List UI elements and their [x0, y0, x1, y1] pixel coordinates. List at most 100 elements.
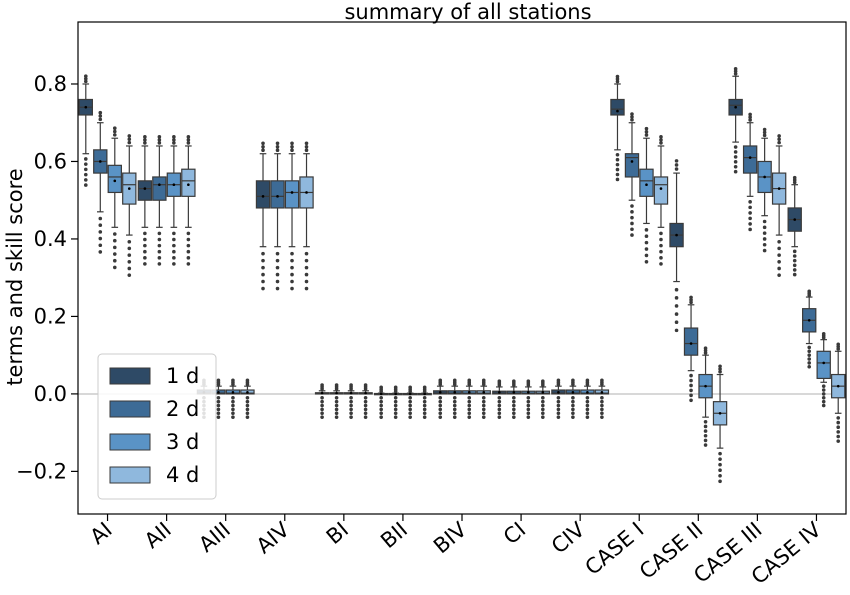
outlier-point — [481, 395, 486, 400]
outlier-point — [334, 415, 339, 419]
outlier-point — [408, 415, 412, 419]
legend-swatch — [109, 466, 151, 484]
outlier-point — [630, 221, 634, 226]
box-mean — [143, 187, 147, 190]
outlier-point — [112, 129, 117, 134]
box-2d-11 — [742, 112, 758, 232]
outlier-point — [216, 378, 221, 383]
outlier-point — [157, 231, 162, 236]
y-tick-label: 0.8 — [34, 72, 67, 96]
outlier-point — [512, 399, 516, 404]
box-4d-2 — [240, 378, 255, 419]
y-tick-label: 0.0 — [34, 382, 67, 406]
outlier-point — [467, 399, 472, 404]
outlier-point — [718, 457, 722, 461]
box-4d-7 — [535, 379, 551, 419]
box-2d-7 — [506, 379, 522, 419]
box-4d-11 — [771, 134, 787, 277]
outlier-point — [659, 138, 663, 142]
outlier-point — [157, 141, 162, 145]
outlier-point — [349, 415, 353, 419]
outlier-point — [438, 403, 443, 408]
outlier-point — [600, 411, 604, 416]
outlier-point — [157, 262, 162, 266]
outlier-point — [674, 163, 679, 167]
outlier-point — [821, 399, 826, 404]
outlier-point — [807, 289, 812, 294]
outlier-point — [674, 167, 679, 171]
outlier-point — [363, 411, 368, 416]
outlier-point — [290, 258, 294, 263]
outlier-point — [172, 249, 176, 254]
outlier-point — [541, 395, 545, 400]
outlier-point — [127, 246, 132, 251]
box-mean — [320, 391, 324, 395]
outlier-point — [245, 395, 250, 400]
outlier-point — [762, 248, 767, 253]
box-mean — [571, 391, 575, 394]
box-2d-12 — [802, 289, 817, 369]
outlier-point — [512, 415, 516, 419]
outlier-point — [379, 385, 383, 390]
x-tick-label: BII — [376, 517, 412, 553]
box-mean — [541, 391, 545, 394]
outlier-point — [290, 272, 294, 277]
outlier-point — [216, 395, 221, 400]
outlier-point — [644, 253, 649, 258]
outlier-point — [261, 141, 265, 146]
outlier-point — [172, 138, 176, 142]
box-mean — [84, 105, 88, 109]
outlier-point — [556, 378, 561, 383]
box-iqr — [270, 180, 285, 209]
outlier-point — [585, 399, 590, 404]
outlier-point — [821, 384, 826, 388]
outlier-point — [363, 395, 368, 400]
outlier-point — [83, 162, 88, 166]
outlier-point — [98, 114, 103, 118]
outlier-point — [452, 395, 457, 400]
outlier-point — [467, 415, 472, 419]
outlier-point — [127, 134, 132, 138]
boxplot-boxes — [78, 67, 846, 484]
outlier-point — [379, 411, 383, 416]
outlier-point — [245, 399, 250, 404]
legend-swatch — [109, 400, 151, 418]
outlier-point — [748, 112, 752, 117]
outlier-point — [807, 357, 812, 361]
outlier-point — [245, 378, 250, 383]
outlier-point — [718, 367, 722, 371]
outlier-point — [659, 249, 663, 254]
outlier-point — [363, 407, 368, 412]
outlier-point — [320, 415, 324, 419]
outlier-point — [615, 177, 620, 182]
outlier-point — [571, 411, 575, 416]
outlier-point — [452, 407, 457, 412]
outlier-point — [112, 232, 117, 236]
outlier-point — [526, 403, 531, 408]
box-mean — [408, 392, 412, 396]
box-1d-3 — [255, 141, 271, 291]
box-3d-9 — [639, 126, 654, 264]
outlier-point — [422, 411, 427, 416]
outlier-point — [186, 141, 191, 145]
outlier-point — [422, 415, 427, 419]
outlier-point — [733, 69, 738, 74]
outlier-point — [112, 245, 117, 250]
outlier-point — [674, 296, 679, 300]
outlier-point — [83, 178, 88, 182]
box-2d-1 — [152, 135, 167, 266]
box-3d-12 — [816, 332, 831, 408]
outlier-point — [689, 373, 693, 378]
legend-label: 1 d — [166, 364, 199, 388]
outlier-point — [777, 246, 781, 251]
box-mean — [748, 156, 752, 159]
box-4d-4 — [358, 383, 373, 419]
box-mean — [394, 392, 397, 396]
outlier-point — [481, 411, 486, 416]
box-mean — [763, 175, 766, 179]
outlier-point — [674, 312, 679, 316]
outlier-point — [157, 256, 162, 260]
outlier-point — [290, 279, 294, 284]
box-mean — [349, 391, 353, 395]
outlier-point — [304, 265, 309, 270]
